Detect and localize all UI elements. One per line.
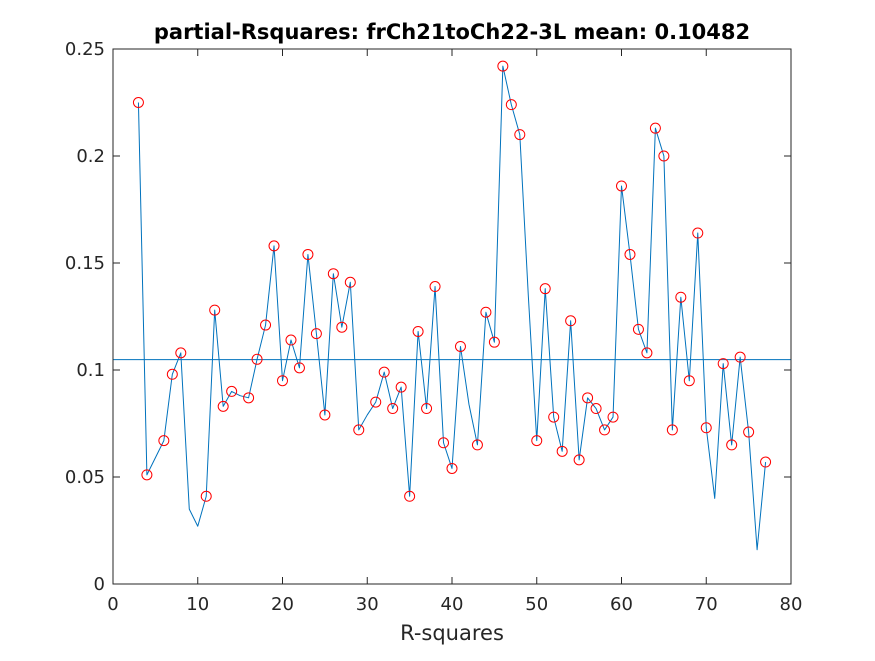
data-point-marker — [649, 122, 661, 134]
data-point-marker — [480, 306, 492, 318]
data-point-marker — [260, 319, 272, 331]
data-point-marker — [658, 150, 670, 162]
data-point-marker — [471, 439, 483, 451]
data-point-marker — [607, 411, 619, 423]
data-point-marker — [717, 358, 729, 370]
x-tick-label: 10 — [186, 594, 209, 615]
data-point-marker — [370, 396, 382, 408]
data-point-marker — [166, 368, 178, 380]
data-point-marker — [421, 403, 433, 415]
data-point-marker — [548, 411, 560, 423]
x-axis-title: R-squares — [400, 621, 504, 645]
data-point-marker — [209, 304, 221, 316]
data-point-marker — [505, 99, 517, 111]
y-tick-label: 0.1 — [76, 360, 105, 381]
data-point-marker — [454, 340, 466, 352]
data-point-marker — [404, 490, 416, 502]
y-tick-label: 0.05 — [65, 467, 105, 488]
x-tick-label: 80 — [780, 594, 803, 615]
data-point-marker — [743, 426, 755, 438]
data-point-marker — [582, 392, 594, 404]
data-point-marker — [319, 409, 331, 421]
data-layer — [113, 60, 791, 551]
data-point-marker — [395, 381, 407, 393]
axes-layer: 0 10 20 30 40 50 60 70 80 0 0.05 0.1 0.15 0.2 0.25 — [65, 39, 803, 615]
data-point-marker — [243, 392, 255, 404]
data-point-marker — [293, 362, 305, 374]
data-point-marker — [616, 180, 627, 192]
data-point-marker — [217, 400, 229, 412]
data-point-marker — [666, 424, 678, 436]
data-point-marker — [285, 334, 297, 346]
data-point-marker — [336, 321, 348, 333]
x-tick-label: 50 — [525, 594, 548, 615]
x-tick-label: 0 — [107, 594, 118, 615]
r-squares-line — [137, 65, 767, 551]
data-point-marker — [277, 375, 288, 387]
data-point-marker — [344, 276, 356, 288]
data-point-marker — [590, 403, 602, 415]
x-tick-label: 20 — [271, 594, 294, 615]
data-point-marker — [488, 336, 500, 348]
data-point-marker — [641, 347, 653, 359]
data-point-marker — [353, 424, 365, 436]
data-point-marker — [632, 323, 644, 335]
data-point-marker — [497, 60, 509, 72]
data-point-marker — [539, 283, 551, 295]
data-point-marker — [624, 248, 636, 260]
data-point-marker — [556, 445, 568, 457]
data-point-marker — [412, 325, 424, 337]
data-point-marker — [683, 375, 695, 387]
data-point-marker — [141, 469, 153, 481]
data-point-marker — [599, 424, 611, 436]
data-point-marker — [378, 366, 390, 378]
data-point-marker — [429, 281, 441, 293]
y-tick-label: 0.25 — [65, 39, 105, 60]
x-tick-label: 70 — [695, 594, 718, 615]
data-point-marker — [700, 422, 712, 434]
data-point-marker — [446, 462, 458, 474]
data-point-marker — [327, 268, 339, 280]
chart-title: partial-Rsquares: frCh21toCh22-3L mean: … — [154, 20, 750, 44]
x-tick-label: 30 — [356, 594, 379, 615]
data-point-marker — [132, 97, 144, 108]
data-point-marker — [175, 347, 187, 359]
x-tick-label: 60 — [610, 594, 633, 615]
plot-area — [113, 49, 791, 584]
data-point-marker — [514, 129, 526, 141]
x-tick-label: 40 — [441, 594, 464, 615]
data-point-marker — [226, 385, 238, 397]
y-tick-label: 0.15 — [65, 253, 105, 274]
data-point-marker — [734, 351, 746, 363]
data-point-marker — [531, 435, 543, 447]
y-tick-label: 0 — [94, 574, 105, 595]
data-point-marker — [268, 240, 280, 252]
data-point-marker — [692, 227, 704, 239]
data-point-marker — [565, 315, 577, 327]
data-point-marker — [726, 439, 738, 451]
data-point-marker — [251, 353, 263, 365]
data-point-marker — [310, 328, 322, 340]
data-point-marker — [438, 437, 450, 449]
data-point-marker — [675, 291, 687, 303]
data-point-marker — [200, 490, 212, 502]
y-tick-label: 0.2 — [76, 146, 105, 167]
data-point-marker — [158, 435, 170, 447]
data-point-marker — [387, 403, 399, 415]
data-point-marker — [302, 248, 314, 260]
data-point-marker — [573, 454, 585, 466]
data-point-marker — [760, 456, 772, 468]
